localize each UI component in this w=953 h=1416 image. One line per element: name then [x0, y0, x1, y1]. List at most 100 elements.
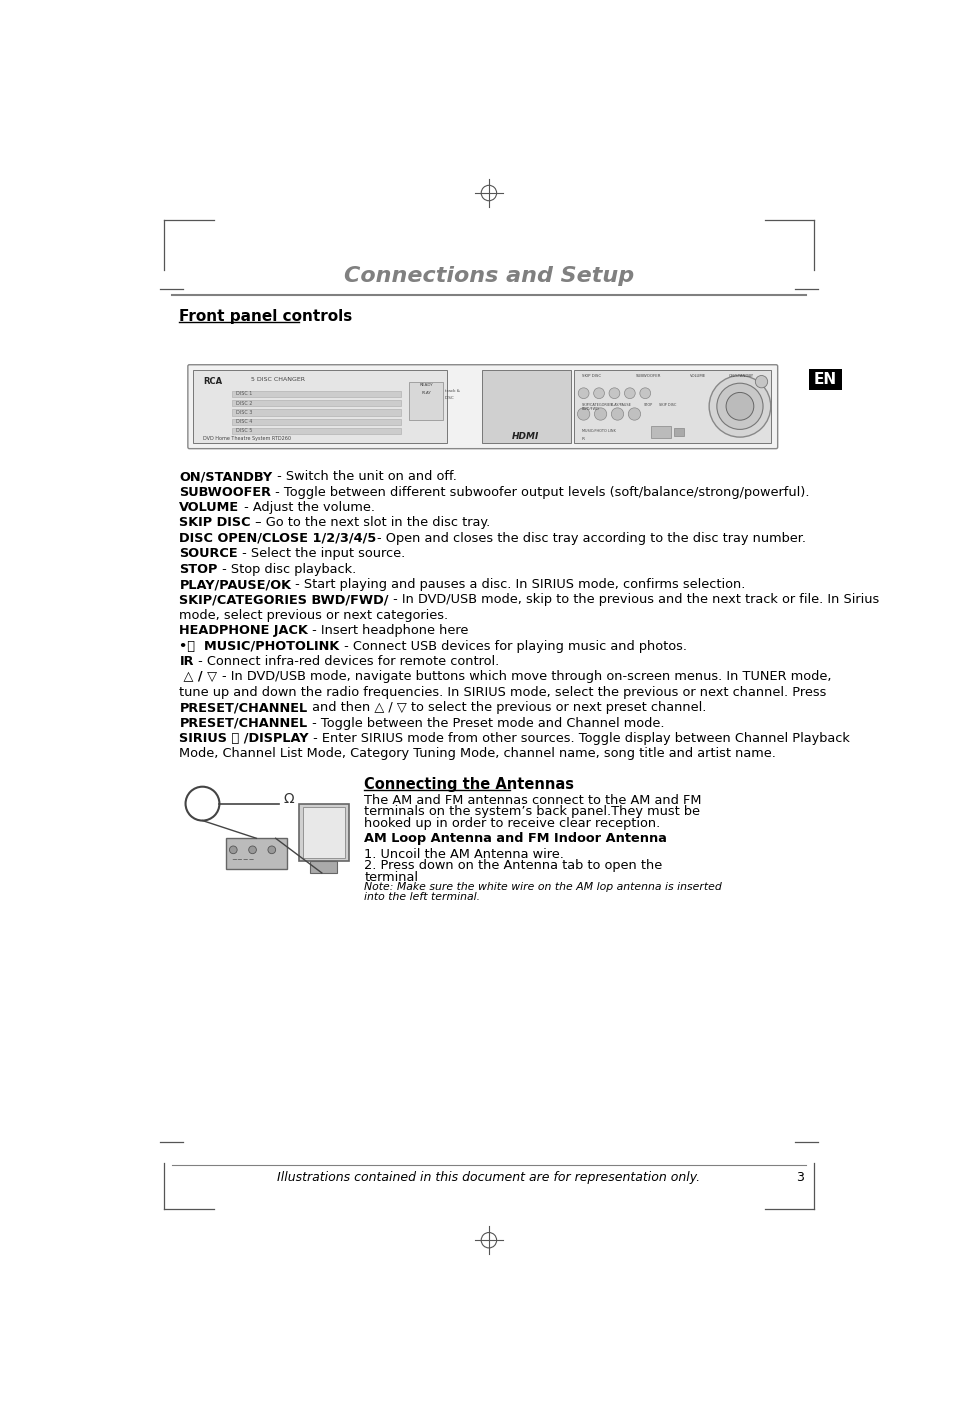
Text: PRESET/CHANNEL: PRESET/CHANNEL [179, 701, 307, 714]
Text: PRESET/CHANNEL: PRESET/CHANNEL [179, 716, 307, 729]
Circle shape [594, 408, 606, 421]
Bar [481, 370, 570, 443]
Text: ON/STANDBY: ON/STANDBY [728, 374, 753, 378]
Text: - Select the input source.: - Select the input source. [237, 547, 405, 561]
Text: DISC 2: DISC 2 [235, 401, 252, 406]
Bar [232, 391, 400, 396]
Text: DISC: DISC [444, 395, 455, 399]
FancyBboxPatch shape [188, 365, 777, 449]
Text: hooked up in order to receive clear reception.: hooked up in order to receive clear rece… [364, 817, 659, 830]
Circle shape [577, 408, 589, 421]
Circle shape [755, 375, 767, 388]
Text: BWD/FWD: BWD/FWD [581, 406, 599, 411]
Bar [232, 401, 400, 406]
Text: Connections and Setup: Connections and Setup [343, 266, 634, 286]
Text: △ / ▽: △ / ▽ [179, 670, 222, 684]
Text: HDMI: HDMI [512, 432, 539, 440]
Text: SUBWOOFER: SUBWOOFER [179, 486, 271, 498]
Text: DVD Home Theatre System RTD260: DVD Home Theatre System RTD260 [203, 436, 291, 440]
Text: Front panel controls: Front panel controls [179, 309, 353, 323]
Text: PLAY/PAUSE/OK: PLAY/PAUSE/OK [179, 578, 291, 590]
Text: SUBWOOFER: SUBWOOFER [636, 374, 660, 378]
Circle shape [249, 845, 256, 854]
Bar [232, 419, 400, 425]
Text: - Switch the unit on and off.: - Switch the unit on and off. [273, 470, 456, 483]
Text: - Start playing and pauses a disc. In SIRIUS mode, confirms selection.: - Start playing and pauses a disc. In SI… [291, 578, 745, 590]
Text: - Adjust the volume.: - Adjust the volume. [239, 501, 375, 514]
Text: PLAY: PLAY [421, 391, 431, 395]
Text: track &: track & [444, 389, 459, 394]
Text: into the left terminal.: into the left terminal. [364, 892, 479, 902]
Text: - Stop disc playback.: - Stop disc playback. [217, 562, 355, 576]
Text: READY: READY [419, 384, 433, 387]
Text: PLAY/PAUSE: PLAY/PAUSE [610, 404, 630, 408]
Text: - In DVD/USB mode, navigate buttons which move through on-screen menus. In TUNER: - In DVD/USB mode, navigate buttons whic… [222, 670, 830, 684]
Circle shape [716, 384, 762, 429]
Bar [193, 370, 447, 443]
Text: - Toggle between different subwoofer output levels (soft/balance/strong/powerful: - Toggle between different subwoofer out… [271, 486, 809, 498]
Text: SOURCE: SOURCE [179, 547, 237, 561]
Text: Illustrations contained in this document are for representation only.: Illustrations contained in this document… [277, 1171, 700, 1184]
Circle shape [608, 388, 619, 399]
Text: SIRIUS ⦿ /DISPLAY: SIRIUS ⦿ /DISPLAY [179, 732, 309, 745]
Circle shape [611, 408, 623, 421]
Text: DISC 4: DISC 4 [235, 419, 252, 425]
Text: DISC 5: DISC 5 [235, 429, 252, 433]
Text: SKIP/CATEGORIES: SKIP/CATEGORIES [581, 404, 613, 408]
Text: tune up and down the radio frequencies. In SIRIUS mode, select the previous or n: tune up and down the radio frequencies. … [179, 685, 826, 700]
Bar [232, 409, 400, 415]
Text: and then △ / ▽ to select the previous or next preset channel.: and then △ / ▽ to select the previous or… [307, 701, 705, 714]
Text: STOP: STOP [179, 562, 217, 576]
Text: 2. Press down on the Antenna tab to open the: 2. Press down on the Antenna tab to open… [364, 860, 661, 872]
Bar [808, 368, 841, 391]
Text: SKIP DISC: SKIP DISC [179, 517, 251, 530]
Text: DISC OPEN/CLOSE 1/2/3/4/5: DISC OPEN/CLOSE 1/2/3/4/5 [179, 532, 376, 545]
Text: terminals on the system’s back panel.They must be: terminals on the system’s back panel.The… [364, 806, 700, 818]
Text: terminal: terminal [364, 871, 417, 884]
Circle shape [229, 845, 237, 854]
Text: ON/STANDBY: ON/STANDBY [179, 470, 273, 483]
Circle shape [578, 388, 588, 399]
Text: VOLUME: VOLUME [689, 374, 705, 378]
Text: STOP: STOP [643, 404, 652, 408]
Circle shape [628, 408, 640, 421]
Bar [574, 370, 770, 443]
Text: AM Loop Antenna and FM Indoor Antenna: AM Loop Antenna and FM Indoor Antenna [364, 833, 666, 845]
Bar [298, 804, 349, 861]
Text: SKIP DISC: SKIP DISC [581, 374, 600, 378]
Circle shape [268, 845, 275, 854]
Text: SKIP DISC: SKIP DISC [659, 404, 676, 408]
Text: EN: EN [813, 372, 836, 387]
Circle shape [725, 392, 753, 421]
Text: ~~~~: ~~~~ [232, 857, 255, 862]
Text: - Insert headphone here: - Insert headphone here [308, 624, 468, 637]
Text: Mode, Channel List Mode, Category Tuning Mode, channel name, song title and arti: Mode, Channel List Mode, Category Tuning… [179, 748, 776, 760]
Bar [310, 861, 336, 872]
Text: 5 DISC CHANGER: 5 DISC CHANGER [251, 377, 305, 382]
Text: - Enter SIRIUS mode from other sources. Toggle display between Channel Playback: - Enter SIRIUS mode from other sources. … [309, 732, 849, 745]
Text: Connecting the Antennas: Connecting the Antennas [364, 777, 574, 792]
Text: - Connect infra-red devices for remote control.: - Connect infra-red devices for remote c… [193, 656, 498, 668]
Text: mode, select previous or next categories.: mode, select previous or next categories… [179, 609, 448, 622]
Text: - Connect USB devices for playing music and photos.: - Connect USB devices for playing music … [339, 640, 686, 653]
Bar [651, 426, 670, 438]
Text: - Open and closes the disc tray according to the disc tray number.: - Open and closes the disc tray accordin… [376, 532, 804, 545]
Text: The AM and FM antennas connect to the AM and FM: The AM and FM antennas connect to the AM… [364, 793, 701, 807]
Text: IR: IR [179, 656, 193, 668]
Bar [302, 807, 345, 858]
Text: 3: 3 [795, 1171, 803, 1184]
Circle shape [708, 375, 770, 438]
Text: SKIP/CATEGORIES BWD/FWD/: SKIP/CATEGORIES BWD/FWD/ [179, 593, 389, 606]
Text: •⭘  MUSIC/PHOTOLINK: •⭘ MUSIC/PHOTOLINK [179, 640, 339, 653]
Text: HEADPHONE JACK: HEADPHONE JACK [179, 624, 308, 637]
Bar [674, 428, 683, 436]
Text: MUSIC/PHOTO LINK: MUSIC/PHOTO LINK [581, 429, 616, 433]
Bar [225, 838, 287, 869]
Circle shape [593, 388, 604, 399]
Text: RCA: RCA [203, 377, 222, 387]
Text: VOLUME: VOLUME [179, 501, 239, 514]
Circle shape [624, 388, 635, 399]
Text: - In DVD/USB mode, skip to the previous and the next track or file. In Sirius: - In DVD/USB mode, skip to the previous … [389, 593, 879, 606]
Text: – Go to the next slot in the disc tray.: – Go to the next slot in the disc tray. [251, 517, 490, 530]
Text: Note: Make sure the white wire on the AM lop antenna is inserted: Note: Make sure the white wire on the AM… [364, 882, 721, 892]
